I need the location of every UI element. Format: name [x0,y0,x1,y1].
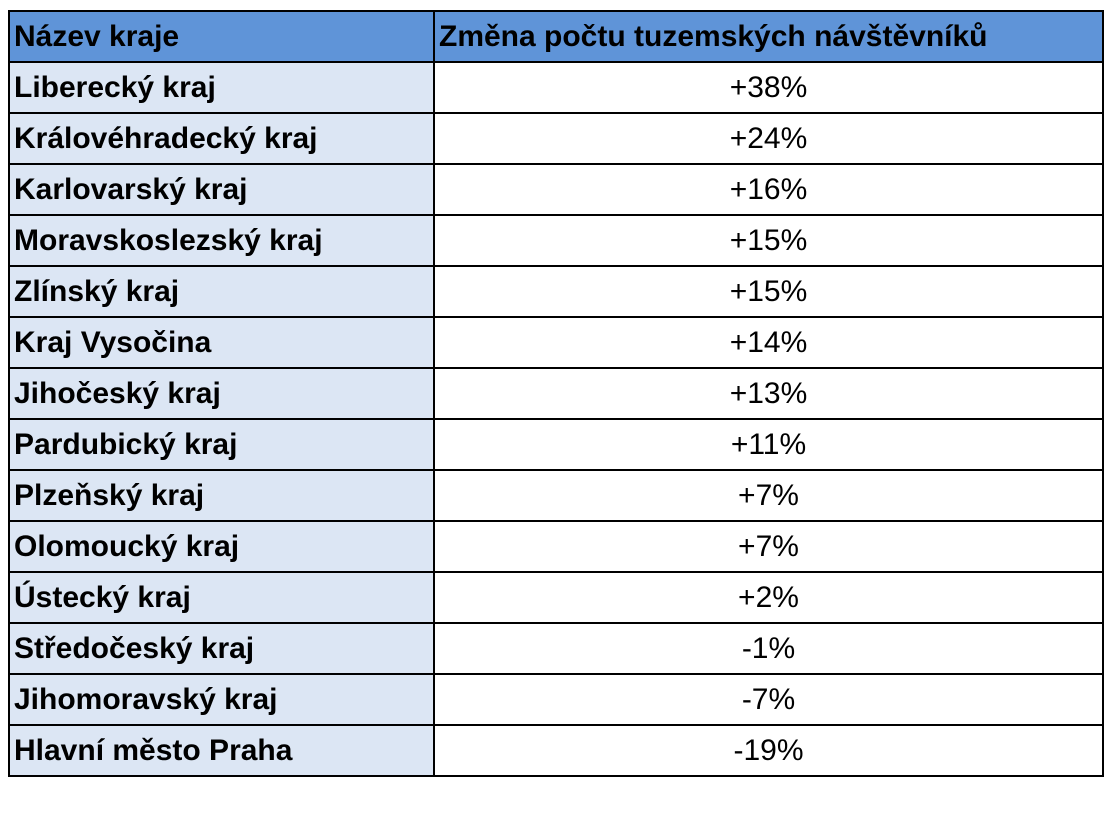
table-row: Plzeňský kraj +7% [8,469,1104,522]
change-value: +7% [433,469,1104,522]
region-name: Karlovarský kraj [8,163,435,216]
table-row: Královéhradecký kraj +24% [8,112,1104,165]
region-name: Olomoucký kraj [8,520,435,573]
table-row: Zlínský kraj +15% [8,265,1104,318]
change-value: +14% [433,316,1104,369]
region-name: Jihomoravský kraj [8,673,435,726]
table-row: Hlavní město Praha -19% [8,724,1104,777]
header-row: Název kraje Změna počtu tuzemských návšt… [8,10,1104,63]
region-name: Ústecký kraj [8,571,435,624]
change-value: +38% [433,61,1104,114]
header-cell: Název kraje [8,10,435,63]
region-name: Hlavní město Praha [8,724,435,777]
change-value: -1% [433,622,1104,675]
change-value: +2% [433,571,1104,624]
region-name: Liberecký kraj [8,61,435,114]
change-value: +16% [433,163,1104,216]
table-row: Jihomoravský kraj -7% [8,673,1104,726]
table-row: Liberecký kraj +38% [8,61,1104,114]
change-value: +13% [433,367,1104,420]
table-row: Středočeský kraj -1% [8,622,1104,675]
region-name: Plzeňský kraj [8,469,435,522]
change-value: -19% [433,724,1104,777]
change-value: -7% [433,673,1104,726]
table-row: Ústecký kraj +2% [8,571,1104,624]
region-name: Středočeský kraj [8,622,435,675]
region-name: Královéhradecký kraj [8,112,435,165]
region-name: Jihočeský kraj [8,367,435,420]
change-value: +24% [433,112,1104,165]
change-value: +15% [433,214,1104,267]
table-row: Moravskoslezský kraj +15% [8,214,1104,267]
change-value: +7% [433,520,1104,573]
region-name: Moravskoslezský kraj [8,214,435,267]
table-row: Pardubický kraj +11% [8,418,1104,471]
table-row: Kraj Vysočina +14% [8,316,1104,369]
region-name: Zlínský kraj [8,265,435,318]
region-name: Pardubický kraj [8,418,435,471]
table-row: Jihočeský kraj +13% [8,367,1104,420]
table-body: Liberecký kraj +38% Královéhradecký kraj +2… [8,61,1104,777]
data-table: Název kraje Změna počtu tuzemských návšt… [8,10,1104,777]
change-value: +15% [433,265,1104,318]
table-row: Karlovarský kraj +16% [8,163,1104,216]
region-name: Kraj Vysočina [8,316,435,369]
table-row: Olomoucký kraj +7% [8,520,1104,573]
change-value: +11% [433,418,1104,471]
header-cell: Změna počtu tuzemských návštěvníků [433,10,1104,63]
